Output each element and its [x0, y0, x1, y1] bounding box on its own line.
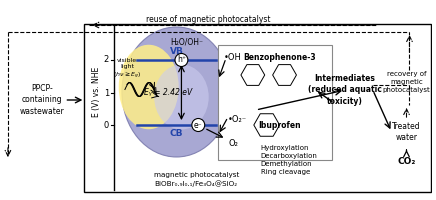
Text: reuse of magnetic photocatalyst: reuse of magnetic photocatalyst	[146, 16, 270, 24]
Text: Eᵧ = 2.42 eV: Eᵧ = 2.42 eV	[144, 88, 193, 97]
Ellipse shape	[122, 27, 231, 157]
Text: visible
light
$(h\nu \geq E_g)$: visible light $(h\nu \geq E_g)$	[113, 58, 141, 81]
Text: CB: CB	[170, 129, 183, 138]
Text: e⁻: e⁻	[194, 120, 203, 130]
Text: Hydroxylation
Decarboxylation
Demethylation
Ring cleavage: Hydroxylation Decarboxylation Demethylat…	[261, 145, 318, 175]
Ellipse shape	[119, 45, 179, 129]
Text: BiOBr₀.₉I₀.₁/Fe₃O₄@SiO₂: BiOBr₀.₉I₀.₁/Fe₃O₄@SiO₂	[155, 181, 238, 187]
Circle shape	[192, 118, 205, 132]
Text: h⁺: h⁺	[177, 55, 186, 64]
Text: 2: 2	[104, 55, 109, 64]
Bar	[84, 24, 431, 192]
Circle shape	[175, 53, 188, 66]
Text: VB: VB	[170, 47, 184, 56]
Ellipse shape	[154, 64, 209, 130]
Text: Ibuprofen: Ibuprofen	[258, 120, 301, 130]
Text: 0: 0	[104, 120, 109, 130]
Text: Benzophenone-3: Benzophenone-3	[243, 52, 316, 62]
Text: PPCP-
containing
wastewater: PPCP- containing wastewater	[19, 84, 64, 116]
Text: Intermediates
(reduced aquatic
toxicity): Intermediates (reduced aquatic toxicity)	[308, 74, 382, 106]
Text: 1: 1	[104, 88, 109, 98]
Text: H₂O/OH⁻: H₂O/OH⁻	[170, 38, 203, 46]
Text: •OH: •OH	[224, 53, 242, 62]
Text: E (V) vs. NHE: E (V) vs. NHE	[92, 67, 101, 117]
Text: recovery of
magnetic
photocatalyst: recovery of magnetic photocatalyst	[383, 71, 430, 93]
Text: •O₂⁻: •O₂⁻	[228, 116, 247, 124]
Text: Treated
water: Treated water	[392, 122, 421, 142]
Text: O₂: O₂	[228, 138, 238, 148]
Text: magnetic photocatalyst: magnetic photocatalyst	[153, 172, 239, 178]
Bar	[218, 45, 332, 160]
Text: CO₂: CO₂	[397, 158, 416, 166]
